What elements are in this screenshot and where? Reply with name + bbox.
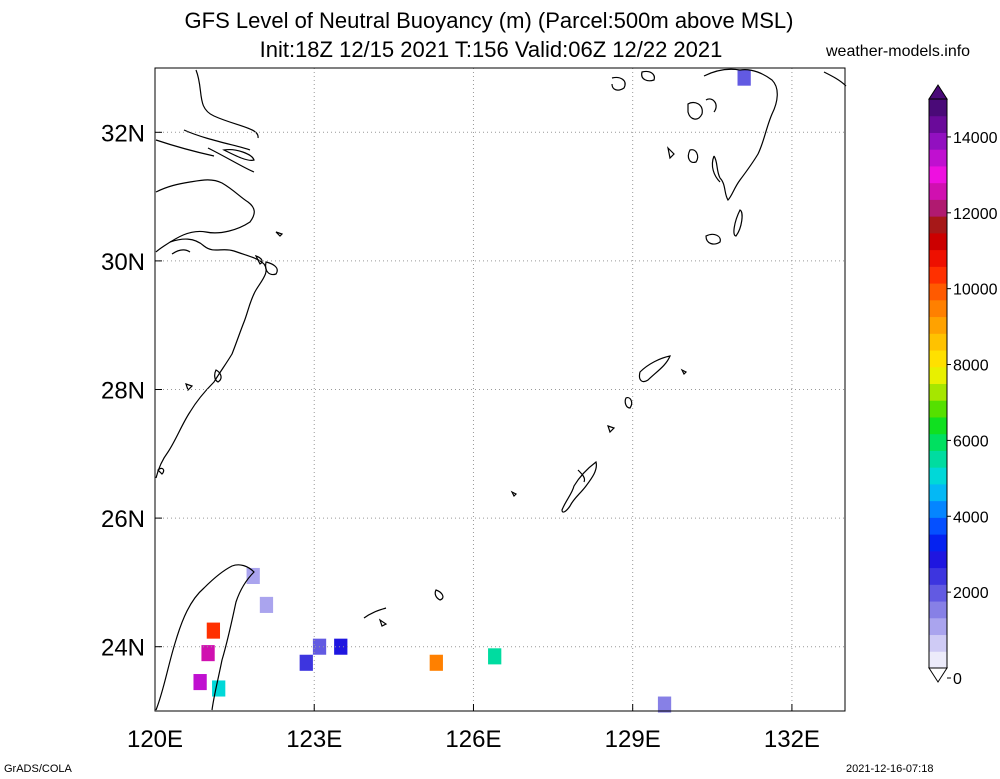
heatmap-cell-11 xyxy=(488,648,502,665)
x-tick-label-0: 120E xyxy=(127,726,183,753)
heatmap-cell-5 xyxy=(193,674,207,691)
axes: 120E 123E 126E 129E 132E 24N 26N 28N 30N 32N xyxy=(101,120,820,753)
colorbar-swatch-28 xyxy=(929,182,947,200)
colorbar-swatch-8 xyxy=(929,517,947,535)
colorbar-swatch-10 xyxy=(929,483,947,502)
colorbar-swatch-17 xyxy=(929,366,947,384)
colorbar-swatch-21 xyxy=(929,299,947,318)
x-tick-label-1: 123E xyxy=(286,726,342,753)
heatmap-cell-3 xyxy=(206,622,221,639)
chart-title: GFS Level of Neutral Buoyancy (m) (Parce… xyxy=(184,8,794,33)
y-tick-label-4: 32N xyxy=(101,120,145,147)
footer-left-label: GrADS/COLA xyxy=(4,763,72,775)
colorbar-swatch-25 xyxy=(929,232,947,251)
heatmap-cell-1 xyxy=(246,567,260,585)
colorbar-swatch-0 xyxy=(929,651,947,669)
colorbar-tick-label-2: 4000 xyxy=(953,509,989,526)
data-cells xyxy=(193,69,751,713)
colorbar-swatch-32 xyxy=(929,115,947,133)
colorbar-swatch-33 xyxy=(929,99,947,117)
colorbar-swatch-5 xyxy=(929,567,947,585)
colorbar-swatch-3 xyxy=(929,601,947,619)
colorbar-tick-label-6: 12000 xyxy=(953,206,998,223)
y-tick-label-0: 24N xyxy=(101,635,145,662)
x-tick-label-2: 126E xyxy=(445,726,501,753)
colorbar-swatch-31 xyxy=(929,132,947,150)
colorbar-swatch-24 xyxy=(929,249,947,267)
x-tick-label-3: 129E xyxy=(605,726,661,753)
colorbar-swatch-13 xyxy=(929,433,947,451)
heatmap-cell-2 xyxy=(259,596,274,613)
x-tick-label-4: 132E xyxy=(764,726,820,753)
colorbar-frame xyxy=(928,98,948,669)
heatmap-cell-7 xyxy=(299,654,313,671)
colorbar-swatch-22 xyxy=(929,283,947,301)
heatmap-cell-4 xyxy=(201,645,215,662)
coastlines xyxy=(155,68,847,711)
colorbar-swatch-12 xyxy=(929,450,947,468)
heatmap-cell-0 xyxy=(737,69,751,86)
colorbar-tick-label-1: 2000 xyxy=(953,585,989,602)
colorbar-tick-label-4: 8000 xyxy=(953,358,989,375)
footer-right-label: 2021-12-16-07:18 xyxy=(846,763,934,775)
colorbar-swatch-4 xyxy=(929,584,947,602)
colorbar-tick-label-3: 6000 xyxy=(953,433,989,450)
colorbar-top-arrow xyxy=(928,84,948,100)
colorbar-tick-label-0: 0 xyxy=(953,671,962,688)
colorbar-swatch-29 xyxy=(929,165,947,184)
y-tick-label-1: 26N xyxy=(101,506,145,533)
colorbar-swatch-15 xyxy=(929,400,947,418)
colorbar-swatch-18 xyxy=(929,350,947,368)
colorbar-swatch-30 xyxy=(929,149,947,167)
colorbar-swatch-16 xyxy=(929,383,947,401)
y-tick-label-3: 30N xyxy=(101,249,145,276)
colorbar-swatch-9 xyxy=(929,500,947,518)
colorbar: 0 2000 4000 6000 8000 10000 12000 14000 xyxy=(928,84,998,688)
heatmap-cell-9 xyxy=(334,638,348,655)
colorbar-swatch-20 xyxy=(929,316,947,334)
colorbar-swatch-27 xyxy=(929,199,947,217)
heatmap-cell-10 xyxy=(429,654,443,671)
gridlines xyxy=(154,68,845,711)
heatmap-cell-12 xyxy=(657,696,672,713)
colorbar-swatch-6 xyxy=(929,550,947,569)
colorbar-bottom-arrow xyxy=(928,667,948,683)
colorbar-swatch-7 xyxy=(929,534,947,552)
colorbar-swatch-23 xyxy=(929,266,947,284)
colorbar-swatch-1 xyxy=(929,634,947,652)
colorbar-swatch-19 xyxy=(929,333,947,351)
colorbar-tick-label-7: 14000 xyxy=(953,130,998,147)
colorbar-swatch-14 xyxy=(929,416,947,435)
heatmap-cell-6 xyxy=(212,680,226,697)
colorbar-swatch-2 xyxy=(929,617,947,636)
colorbar-swatch-26 xyxy=(929,216,947,234)
site-label: weather-models.info xyxy=(826,43,971,60)
colorbar-swatch-11 xyxy=(929,467,947,485)
colorbar-tick-label-5: 10000 xyxy=(953,282,998,299)
y-tick-label-2: 28N xyxy=(101,378,145,405)
chart-subtitle: Init:18Z 12/15 2021 T:156 Valid:06Z 12/2… xyxy=(259,37,723,62)
